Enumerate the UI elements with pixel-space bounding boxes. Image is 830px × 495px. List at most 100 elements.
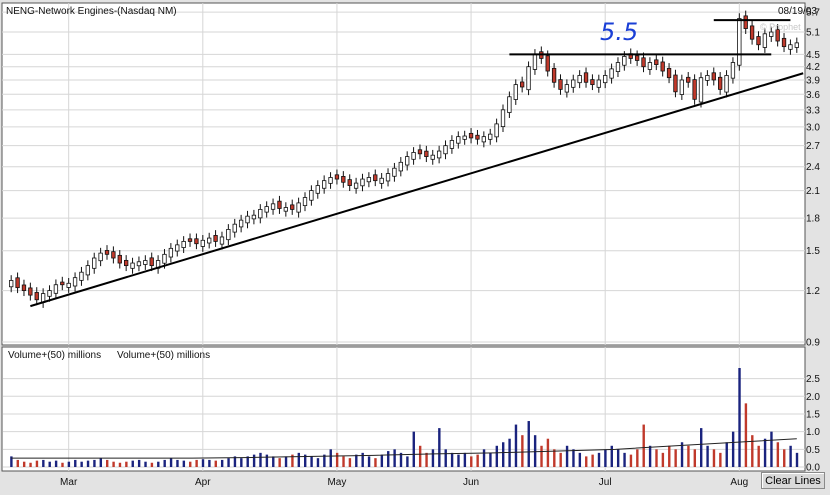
volume-bar	[99, 458, 103, 467]
volume-bar	[348, 458, 352, 467]
volume-bar	[597, 452, 601, 467]
clear-lines-button[interactable]: Clear Lines	[761, 472, 825, 489]
volume-bar	[495, 445, 499, 467]
volume-bar	[457, 454, 460, 467]
candle-body	[302, 197, 308, 207]
volume-bar	[578, 452, 582, 467]
candle-body	[124, 259, 129, 267]
volume-bar	[738, 368, 741, 467]
volume-bar	[668, 445, 671, 467]
candle-body	[558, 79, 563, 90]
candle-body	[258, 209, 263, 219]
candle-body	[98, 252, 103, 262]
volume-bar	[489, 452, 492, 467]
candle-body	[494, 123, 499, 138]
candle-body	[373, 174, 378, 182]
candle-body	[200, 239, 205, 247]
volume-bar	[502, 442, 505, 467]
candle-body	[149, 257, 154, 267]
volume-bar	[22, 461, 26, 467]
price-y-tick: 3.9	[806, 75, 820, 86]
volume-bar	[712, 449, 716, 467]
volume-average-line	[11, 438, 797, 459]
candle-body	[577, 75, 582, 84]
volume-bar	[163, 459, 166, 467]
candle-body	[781, 37, 787, 48]
candle-body	[666, 67, 672, 79]
volume-bar	[272, 456, 275, 467]
volume-bar	[751, 435, 754, 467]
candle-body	[481, 136, 486, 143]
candle-body	[526, 66, 531, 91]
volume-bar	[48, 461, 51, 467]
volume-bar	[450, 452, 454, 467]
candle-body	[66, 282, 71, 288]
volume-bar	[233, 456, 237, 467]
candle-body	[698, 77, 704, 103]
candle-body	[692, 79, 697, 100]
candle-body	[207, 237, 212, 244]
volume-bar	[137, 459, 141, 467]
trend-line	[30, 72, 804, 308]
volume-bar	[546, 438, 550, 467]
volume-bar	[406, 456, 409, 467]
candle-body	[507, 96, 512, 113]
candle-body	[181, 241, 186, 248]
x-tick-label: Aug	[730, 477, 748, 488]
volume-bar	[35, 460, 39, 467]
candle-body	[213, 235, 218, 242]
volume-bar	[412, 431, 415, 467]
candle-body	[72, 277, 78, 287]
volume-bar	[795, 452, 799, 467]
candle-body	[21, 284, 27, 291]
volume-bar	[16, 459, 19, 467]
volume-y-axis: 2.5 2.0 1.5 1.0 0.5 0.0	[806, 374, 820, 473]
candle-body	[564, 84, 570, 93]
volume-y-tick: 0.0	[806, 463, 820, 474]
candle-body	[730, 62, 736, 79]
volume-bar	[189, 461, 192, 467]
candle-body	[341, 176, 346, 183]
price-y-tick: 2.4	[806, 162, 820, 173]
volume-bar	[623, 452, 626, 467]
volume-bar	[10, 456, 13, 467]
volume-bar	[789, 445, 792, 467]
candle-body	[168, 247, 174, 258]
volume-bar	[770, 431, 773, 467]
candle-body	[500, 109, 506, 128]
volume-bar	[342, 456, 345, 467]
candle-body	[583, 72, 589, 83]
x-tick-label: Jun	[463, 477, 479, 488]
volume-bar	[604, 449, 607, 467]
candle-body	[264, 206, 269, 213]
candle-body	[392, 167, 397, 177]
candle-body	[718, 76, 723, 90]
candle-body	[60, 281, 65, 286]
volume-bar	[227, 458, 230, 467]
price-y-tick: 4.5	[806, 50, 820, 61]
candle-body	[296, 202, 301, 213]
volume-bar	[674, 449, 677, 467]
volume-bar	[125, 461, 128, 467]
price-y-tick: 3.0	[806, 122, 820, 133]
candle-body	[654, 59, 659, 66]
candle-body	[136, 261, 142, 267]
candle-body	[219, 236, 225, 245]
volume-bar	[585, 456, 588, 467]
candle-body	[353, 182, 359, 189]
volume-bar	[776, 442, 780, 467]
candle-body	[634, 55, 640, 61]
candle-body	[347, 179, 352, 186]
volume-bar	[106, 459, 109, 467]
volume-bar	[463, 452, 467, 467]
price-y-tick: 2.1	[806, 186, 820, 197]
volume-bar	[572, 449, 575, 467]
candle-body	[322, 180, 327, 189]
candle-body	[360, 178, 365, 187]
volume-bar	[131, 460, 134, 467]
candle-body	[603, 75, 608, 84]
candle-body	[328, 177, 333, 184]
handwritten-annotation: 5.5	[600, 18, 638, 46]
volume-bar	[144, 461, 147, 467]
price-y-tick: 5.1	[806, 28, 820, 39]
